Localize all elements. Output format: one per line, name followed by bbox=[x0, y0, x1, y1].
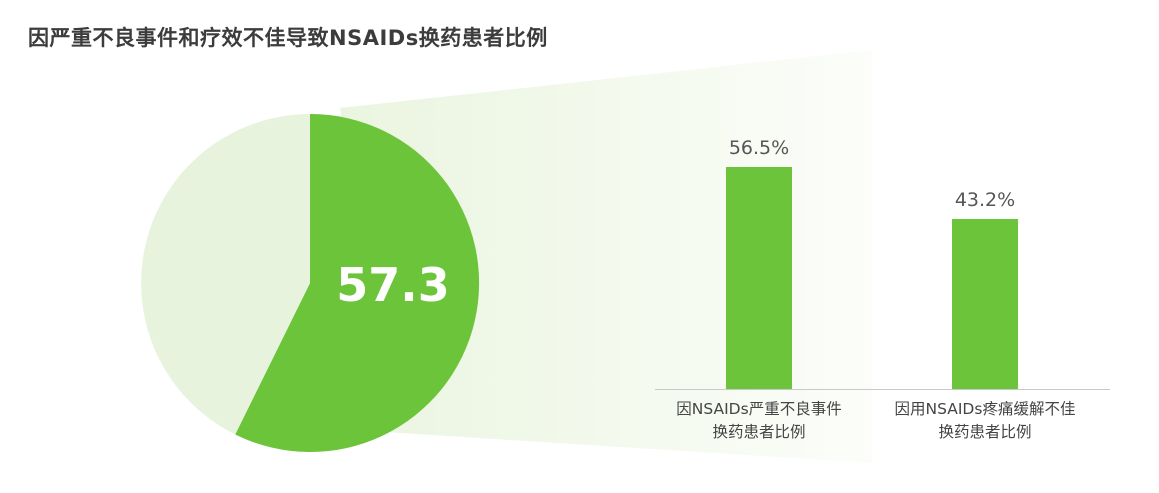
bar-poor-pain-relief bbox=[952, 219, 1018, 390]
bar-category-label: 因NSAIDs严重不良事件 换药患者比例 bbox=[644, 398, 874, 445]
category-line: 因NSAIDs严重不良事件 bbox=[676, 400, 842, 418]
category-line: 因用NSAIDs疼痛缓解不佳 bbox=[894, 400, 1076, 418]
pie-slice bbox=[235, 113, 480, 452]
bar-category-label: 因用NSAIDs疼痛缓解不佳 换药患者比例 bbox=[870, 398, 1100, 445]
category-line: 换药患者比例 bbox=[712, 423, 806, 442]
category-line: 换药患者比例 bbox=[938, 423, 1032, 442]
bar-value-label: 43.2% bbox=[954, 189, 1016, 211]
x-axis-line bbox=[655, 389, 1110, 390]
bar-severe-adverse-events bbox=[726, 167, 792, 390]
page-title: 因严重不良事件和疗效不佳导致NSAIDs换药患者比例 bbox=[28, 26, 548, 50]
bar-value-label: 56.5% bbox=[728, 137, 790, 159]
pie-chart bbox=[141, 113, 480, 452]
pie-center-value: 57.3 bbox=[336, 258, 450, 312]
pie-slice bbox=[141, 114, 310, 435]
